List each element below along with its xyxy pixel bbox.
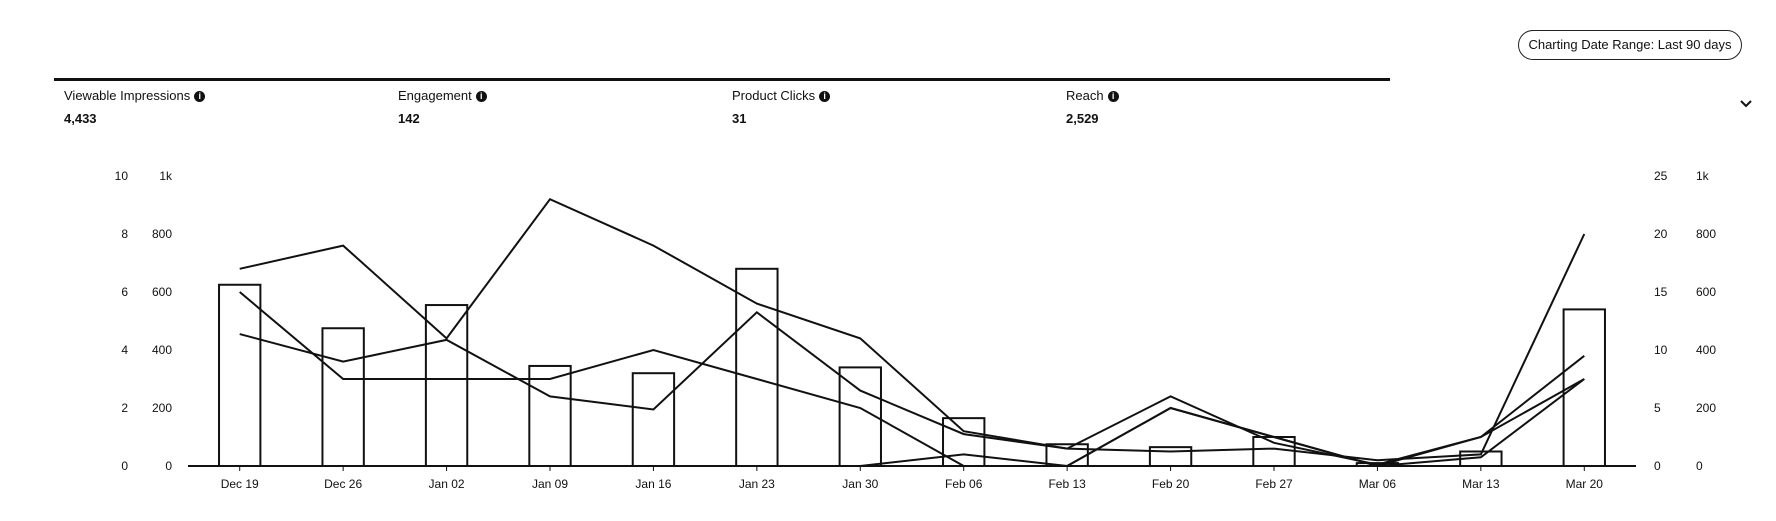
- metric-viewable-impressions[interactable]: Viewable Impressions i 4,433: [54, 78, 388, 128]
- series-line-4: [239, 378, 1585, 468]
- metric-label: Reach i: [1066, 88, 1119, 103]
- x-tick-label: Jan 02: [429, 477, 465, 491]
- bar: [321, 327, 365, 467]
- metric-label: Engagement i: [398, 88, 487, 103]
- y-tick-label: 0: [165, 459, 172, 473]
- metric-product-clicks[interactable]: Product Clicks i 31: [722, 78, 1056, 128]
- x-tick-label: Mar 20: [1566, 477, 1604, 491]
- bar: [1148, 446, 1193, 467]
- y-tick-label: 5: [1654, 401, 1661, 415]
- metric-value: 2,529: [1066, 111, 1099, 126]
- y-tick-label: 800: [152, 227, 172, 241]
- bar: [735, 267, 779, 467]
- y-tick-label: 6: [121, 285, 128, 299]
- y-tick-label: 200: [1696, 401, 1716, 415]
- series-line-1: [239, 197, 1586, 462]
- y-tick-label: 1k: [1696, 169, 1710, 183]
- info-icon[interactable]: i: [475, 91, 487, 102]
- y-tick-label: 8: [121, 227, 128, 241]
- chevron-down-icon[interactable]: [1738, 95, 1754, 111]
- metric-engagement[interactable]: Engagement i 142: [388, 78, 722, 128]
- y-tick-label: 4: [121, 343, 128, 357]
- y-tick-label: 600: [152, 285, 172, 299]
- x-tick-label: Jan 16: [635, 477, 671, 491]
- x-tick-label: Jan 09: [532, 477, 568, 491]
- y-tick-label: 2: [121, 401, 128, 415]
- x-tick-label: Jan 30: [842, 477, 878, 491]
- metric-value: 142: [398, 111, 420, 126]
- y-tick-label: 200: [152, 401, 172, 415]
- y-tick-label: 600: [1696, 285, 1716, 299]
- x-tick-label: Feb 13: [1048, 477, 1086, 491]
- metric-value: 4,433: [64, 111, 97, 126]
- y-tick-label: 20: [1654, 227, 1668, 241]
- y-tick-label: 10: [1654, 343, 1668, 357]
- info-icon[interactable]: i: [819, 91, 831, 102]
- info-icon[interactable]: i: [1107, 91, 1119, 102]
- y-tick-label: 400: [1696, 343, 1716, 357]
- metrics-row: Viewable Impressions i 4,433 Engagement i …: [54, 78, 1392, 128]
- y-tick-label: 10: [115, 169, 129, 183]
- y-tick-label: 15: [1654, 285, 1668, 299]
- x-tick-label: Feb 06: [945, 477, 983, 491]
- x-tick-label: Feb 27: [1255, 477, 1293, 491]
- y-tick-label: 25: [1654, 169, 1668, 183]
- x-tick-label: Mar 13: [1462, 477, 1500, 491]
- y-tick-label: 1k: [159, 169, 173, 183]
- x-tick-label: Mar 06: [1359, 477, 1397, 491]
- date-range-button[interactable]: Charting Date Range: Last 90 days: [1518, 30, 1742, 60]
- y-tick-label: 0: [1696, 459, 1703, 473]
- y-tick-label: 0: [1654, 459, 1661, 473]
- x-tick-label: Dec 26: [324, 477, 362, 491]
- bar: [424, 304, 469, 467]
- bar: [528, 364, 572, 468]
- x-tick-label: Dec 19: [221, 477, 259, 491]
- metric-reach[interactable]: Reach i 2,529: [1056, 78, 1390, 128]
- bar: [218, 283, 262, 467]
- y-tick-label: 800: [1696, 227, 1716, 241]
- y-tick-label: 0: [121, 459, 128, 473]
- metric-label: Product Clicks i: [732, 88, 831, 103]
- metric-label: Viewable Impressions i: [64, 88, 206, 103]
- bar: [631, 372, 676, 468]
- x-tick-label: Feb 20: [1152, 477, 1190, 491]
- x-tick-label: Jan 23: [739, 477, 775, 491]
- info-icon[interactable]: i: [194, 91, 206, 102]
- y-tick-label: 400: [152, 343, 172, 357]
- metric-value: 31: [732, 111, 747, 126]
